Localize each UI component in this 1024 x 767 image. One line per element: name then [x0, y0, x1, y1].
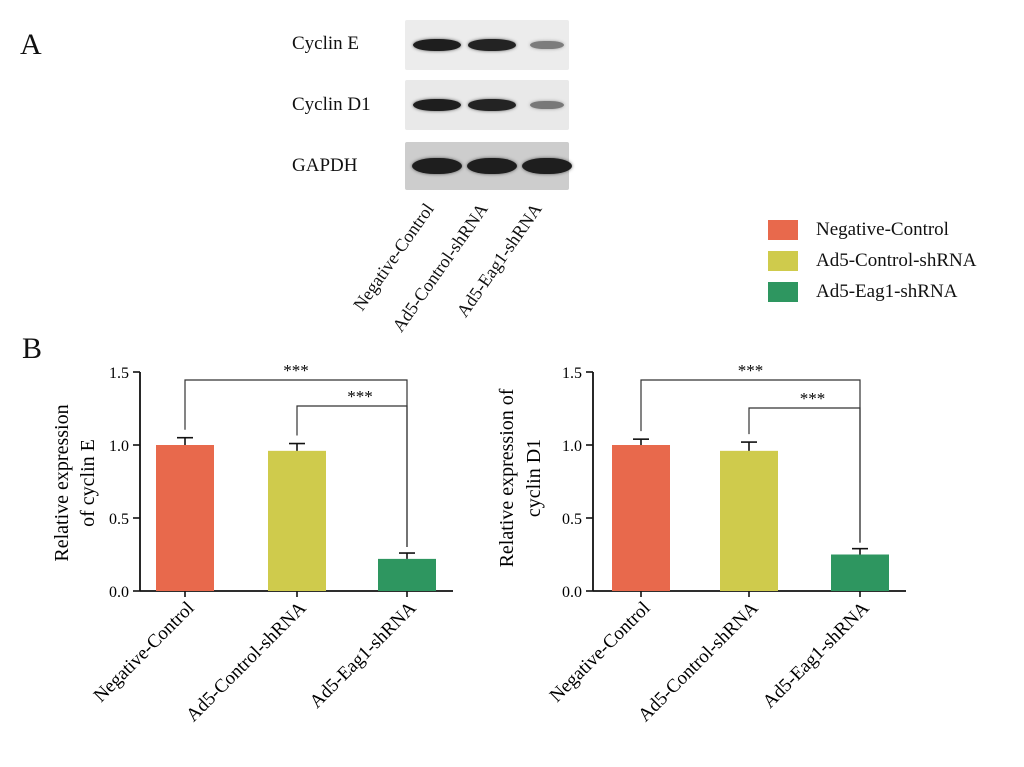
significance-bracket: [296, 405, 408, 548]
significance-label: ***: [283, 361, 309, 380]
blot-band: [413, 99, 461, 111]
blot-band: [530, 100, 564, 110]
significance-label: ***: [800, 389, 826, 408]
bar: [720, 450, 778, 591]
y-tick-label: 1.0: [109, 438, 129, 455]
legend-item: Ad5-Eag1-shRNA: [768, 276, 976, 307]
y-tick-label: 1.5: [562, 365, 582, 382]
bar: [612, 445, 670, 591]
x-tick-label: Negative-Control: [546, 598, 655, 707]
blot-strip: [405, 20, 569, 70]
bar: [831, 554, 889, 591]
blot-row-label: Cyclin D1: [292, 94, 371, 115]
blot-strip: [405, 80, 569, 130]
y-tick-label: 0.5: [562, 511, 582, 528]
y-axis-label: of cyclin E: [77, 439, 99, 527]
blot-band: [467, 158, 517, 174]
blot-row-label: Cyclin E: [292, 33, 360, 54]
legend-item: Negative-Control: [768, 214, 976, 245]
bar: [156, 445, 214, 591]
blot-band: [468, 99, 516, 111]
y-tick-label: 1.5: [109, 365, 129, 382]
blot-band: [530, 40, 564, 50]
x-tick-label: Ad5-Control-shRNA: [634, 597, 762, 725]
panel-label-a: A: [20, 28, 42, 61]
legend: Negative-Control Ad5-Control-shRNA Ad5-E…: [768, 214, 976, 307]
x-tick-label: Ad5-Eag1-shRNA: [759, 597, 874, 712]
y-axis-label: cyclin D1: [523, 439, 545, 517]
blot-band: [522, 158, 572, 174]
legend-label: Negative-Control: [816, 218, 949, 240]
legend-label: Ad5-Control-shRNA: [816, 249, 977, 271]
blot-strip: [405, 142, 572, 190]
significance-bracket: [748, 407, 861, 543]
blot-band: [412, 158, 462, 174]
y-axis-label: Relative expression: [51, 404, 73, 561]
y-tick-label: 1.0: [562, 438, 582, 455]
y-tick-label: 0.5: [109, 511, 129, 528]
legend-swatch: [768, 281, 798, 302]
y-axis-label: Relative expression of: [496, 388, 518, 567]
legend-swatch: [768, 219, 798, 240]
bar: [268, 450, 326, 591]
y-tick-label: 0.0: [109, 584, 129, 601]
legend-item: Ad5-Control-shRNA: [768, 245, 976, 276]
blot-band: [413, 39, 461, 51]
bar: [378, 558, 436, 591]
significance-label: ***: [738, 361, 764, 380]
blot-band: [468, 39, 516, 51]
legend-label: Ad5-Eag1-shRNA: [816, 280, 958, 302]
blot-row-label: GAPDH: [292, 155, 358, 176]
y-tick-label: 0.0: [562, 584, 582, 601]
panel-label-b: B: [22, 332, 43, 365]
significance-label: ***: [347, 387, 373, 406]
legend-swatch: [768, 250, 798, 271]
